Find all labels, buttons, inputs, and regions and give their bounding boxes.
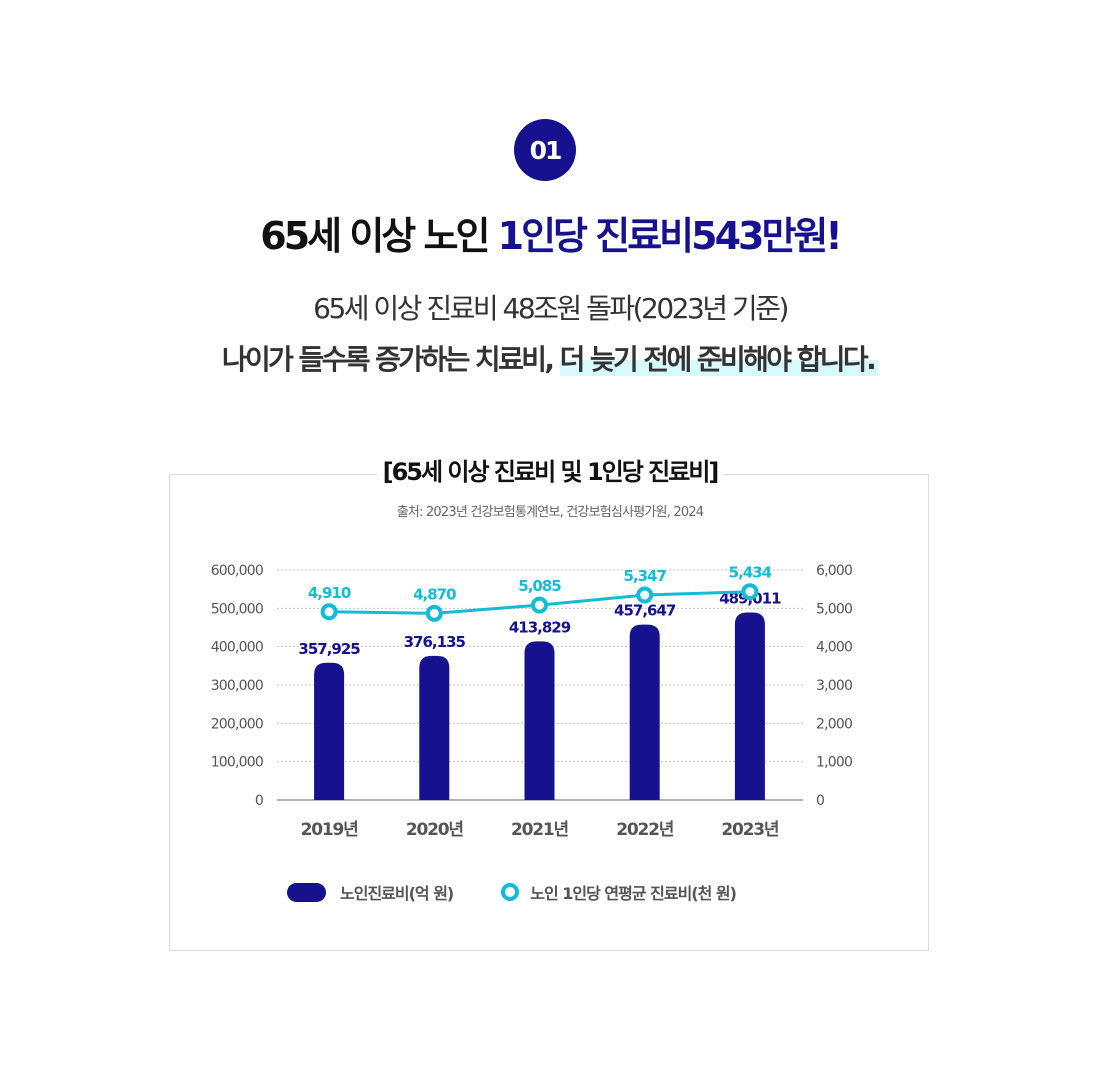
right-axis-tick: 0	[816, 793, 824, 809]
headline: 65세 이상 노인 1인당 진료비543만원!	[0, 205, 1100, 260]
right-axis-tick: 4,000	[816, 640, 852, 656]
line-marker-icon	[531, 596, 548, 614]
chart-title-text: [65세 이상 진료비 및 1인당 진료비]	[376, 458, 724, 486]
right-axis-tick: 6,000	[816, 563, 852, 579]
left-axis-tick: 400,000	[211, 640, 263, 656]
legend-line-marker-icon	[501, 883, 520, 901]
line-marker-icon	[741, 583, 759, 601]
section-number-badge: 01	[514, 119, 576, 181]
x-axis-category-label: 2022년	[616, 820, 674, 840]
x-axis-category-label: 2021년	[511, 820, 569, 840]
bar-value-label: 413,829	[509, 618, 571, 636]
headline-part1: 65세 이상 노인	[260, 214, 498, 258]
left-axis-tick: 100,000	[211, 755, 263, 771]
bar-value-label: 376,135	[404, 633, 466, 651]
line-marker-icon	[636, 586, 654, 604]
line-value-label: 5,085	[518, 577, 561, 595]
line-value-label: 5,347	[623, 567, 666, 585]
subtitle-line2-plain: 나이가 들수록 증가하는 치료비,	[221, 343, 560, 376]
x-axis-category-label: 2023년	[721, 820, 779, 840]
bar	[629, 624, 660, 800]
bar	[419, 655, 450, 800]
left-axis-tick: 300,000	[211, 678, 263, 694]
bar	[524, 641, 555, 800]
subtitle-line1: 65세 이상 진료비 48조원 돌파(2023년 기준)	[313, 292, 789, 325]
bar	[734, 612, 765, 800]
legend-bar-label: 노인진료비(억 원)	[340, 884, 454, 903]
headline-accent: 1인당 진료비543만원!	[497, 214, 843, 258]
x-axis-category-label: 2019년	[301, 820, 359, 840]
subtitle-line2-highlight: 더 늦기 전에 준비해야 합니다.	[559, 343, 879, 376]
right-axis-tick: 1,000	[816, 755, 852, 771]
left-axis-tick: 200,000	[211, 716, 263, 732]
subtitle-line2: 나이가 들수록 증가하는 치료비, 더 늦기 전에 준비해야 합니다.	[0, 338, 1100, 378]
right-axis-tick: 2,000	[816, 716, 852, 732]
left-axis-tick: 500,000	[211, 601, 263, 617]
legend-bar-swatch-icon	[287, 882, 326, 902]
left-axis-tick: 0	[255, 793, 263, 809]
legend-line-label: 노인 1인당 연평균 진료비(천 원)	[530, 884, 737, 903]
bar-value-label: 357,925	[298, 640, 360, 658]
left-axis-tick: 600,000	[211, 563, 263, 579]
right-axis-tick: 3,000	[816, 678, 852, 694]
line-marker-icon	[320, 603, 338, 621]
chart-legend: 노인진료비(억 원) 노인 1인당 연평균 진료비(천 원)	[287, 880, 737, 904]
right-axis-tick: 5,000	[816, 601, 852, 617]
line-value-label: 4,910	[308, 584, 351, 602]
bar	[314, 662, 345, 800]
line-value-label: 4,870	[413, 585, 456, 603]
x-axis-category-label: 2020년	[406, 820, 464, 840]
line-value-label: 5,434	[729, 564, 772, 582]
chart-source: 출처: 2023년 건강보험통계연보, 건강보험심사평가원, 2024	[396, 505, 704, 520]
line-marker-icon	[425, 604, 443, 622]
bar-value-label: 457,647	[614, 602, 676, 620]
chart-title: [65세 이상 진료비 및 1인당 진료비]	[0, 452, 1100, 487]
